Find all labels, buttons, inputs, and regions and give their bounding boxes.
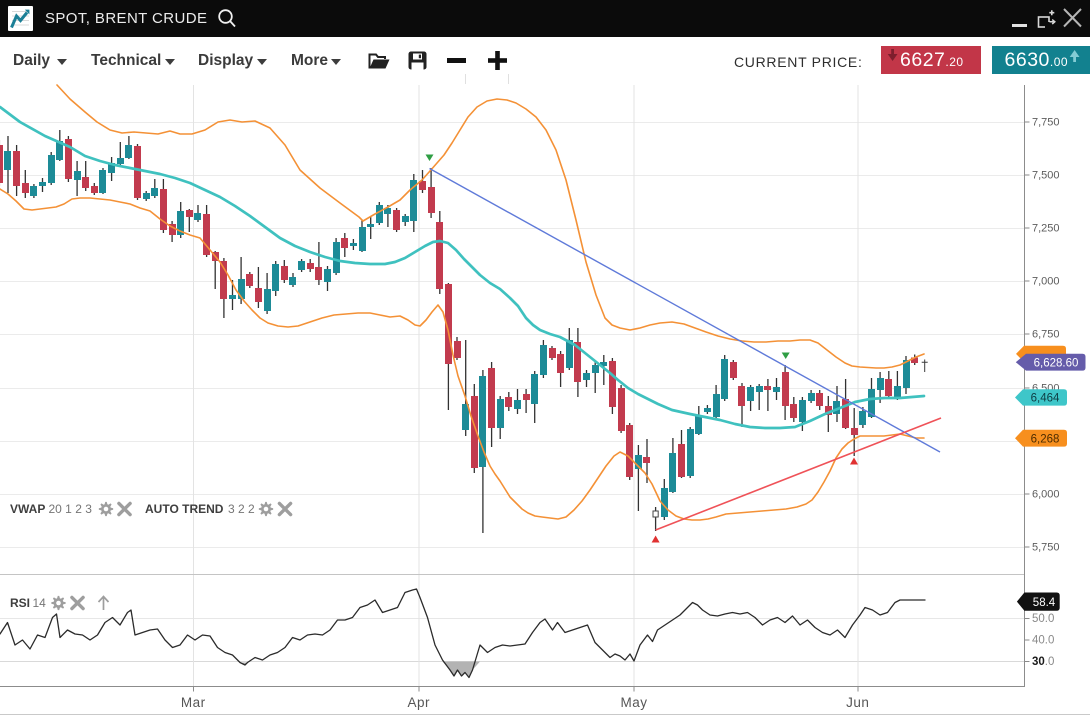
- svg-text:VWAP: VWAP: [10, 502, 45, 516]
- svg-text:30.0: 30.0: [1032, 656, 1054, 668]
- svg-text:RSI: RSI: [10, 596, 30, 610]
- svg-text:7,000: 7,000: [1032, 276, 1060, 288]
- svg-text:40.0: 40.0: [1032, 635, 1054, 647]
- svg-text:6,464: 6,464: [1031, 393, 1060, 405]
- svg-text:20 1 2 3: 20 1 2 3: [49, 502, 93, 516]
- svg-text:6,000: 6,000: [1032, 489, 1060, 501]
- svg-text:7,750: 7,750: [1032, 117, 1060, 129]
- svg-text:7,500: 7,500: [1032, 170, 1060, 182]
- svg-text:Apr: Apr: [408, 695, 431, 710]
- svg-text:Mar: Mar: [181, 695, 206, 710]
- svg-text:May: May: [620, 695, 647, 710]
- svg-text:AUTO TREND: AUTO TREND: [145, 502, 224, 516]
- svg-text:7,250: 7,250: [1032, 223, 1060, 235]
- svg-text:5,750: 5,750: [1032, 542, 1060, 554]
- svg-text:50.0: 50.0: [1032, 613, 1054, 625]
- svg-text:14: 14: [33, 596, 47, 610]
- svg-text:Jun: Jun: [846, 695, 869, 710]
- svg-text:6,628.60: 6,628.60: [1034, 357, 1079, 369]
- svg-text:3 2 2: 3 2 2: [228, 502, 255, 516]
- svg-text:6,750: 6,750: [1032, 329, 1060, 341]
- svg-text:58.4: 58.4: [1033, 597, 1056, 609]
- svg-text:6,268: 6,268: [1031, 433, 1060, 445]
